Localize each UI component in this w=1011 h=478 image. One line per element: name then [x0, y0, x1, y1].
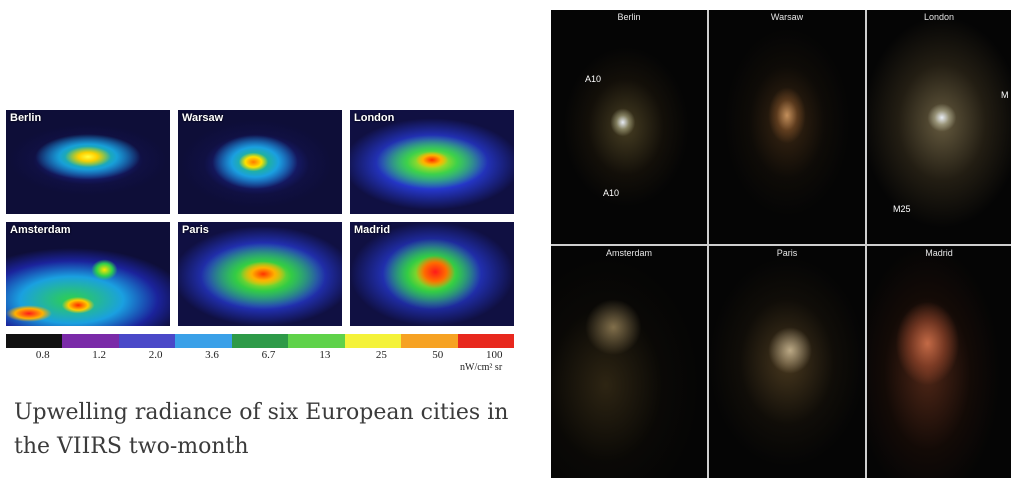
radiance-map: [350, 110, 514, 214]
radiance-map: [178, 110, 342, 214]
photo-london: London M25 M: [867, 10, 1011, 244]
photo-city-label: Amsterdam: [605, 248, 652, 258]
photo-city-label: Berlin: [617, 12, 641, 22]
colorbar-segment: [6, 334, 63, 348]
radiance-map: [6, 222, 170, 326]
viirs-cell-amsterdam: Amsterdam: [6, 222, 170, 326]
colorbar-tick-label: 3.6: [205, 349, 219, 361]
colorbar-tick-label: 50: [432, 349, 444, 361]
city-label: Berlin: [10, 112, 42, 124]
viirs-cell-warsaw: Warsaw: [178, 110, 342, 214]
colorbar-tick-label: 6.7: [261, 349, 276, 361]
city-lights: [709, 10, 865, 244]
viirs-cell-london: London: [350, 110, 514, 214]
viirs-cell-madrid: Madrid: [350, 222, 514, 326]
photo-city-label: London: [923, 12, 955, 22]
photo-city-label: Madrid: [925, 248, 953, 258]
photo-madrid: Madrid: [867, 246, 1011, 478]
photo-city-label: Paris: [776, 248, 798, 258]
figure-caption: Upwelling radiance of six European citie…: [14, 400, 509, 459]
city-label: Madrid: [354, 224, 391, 236]
grid-divider: [551, 244, 1011, 246]
city-label: Amsterdam: [10, 224, 71, 236]
photo-amsterdam: Amsterdam: [551, 246, 707, 478]
radiance-map: [350, 222, 514, 326]
colorbar-tick-label: 1.2: [92, 349, 106, 361]
city-lights: [867, 246, 1011, 478]
colorbar-segment: [62, 334, 119, 348]
photo-paris: Paris: [709, 246, 865, 478]
city-label: Warsaw: [182, 112, 224, 124]
colorbar-tick-label: 2.0: [148, 349, 163, 361]
road-label: A10: [603, 188, 620, 198]
colorbar-segment: [175, 334, 232, 348]
city-lights: [551, 246, 707, 478]
colorbar-ticks: 0.8 1.2 2.0 3.6 6.7 13 25 50 100: [6, 349, 514, 363]
radiance-map: [178, 222, 342, 326]
city-lights: [867, 10, 1011, 244]
colorbar-segment: [118, 334, 176, 348]
city-label: Paris: [182, 224, 209, 236]
city-lights: [551, 10, 707, 244]
night-photo-grid: Berlin A10 A10 Warsaw London M25 M Amste…: [551, 10, 1011, 478]
road-label: M: [1001, 90, 1009, 100]
colorbar-segment: [231, 334, 289, 348]
viirs-cell-berlin: Berlin: [6, 110, 170, 214]
viirs-cell-paris: Paris: [178, 222, 342, 326]
colorbar-segment: [457, 334, 514, 348]
viirs-radiance-grid: Berlin Warsaw London Amsterdam Paris Mad…: [6, 110, 516, 328]
colorbar-segment: [401, 334, 458, 348]
photo-berlin: Berlin A10 A10: [551, 10, 707, 244]
radiance-map: [6, 110, 170, 214]
photo-warsaw: Warsaw: [709, 10, 865, 244]
city-label: London: [354, 112, 395, 124]
colorbar-tick-label: 0.8: [35, 349, 50, 361]
city-lights: [709, 246, 865, 478]
road-label: M25: [893, 204, 911, 214]
colorbar-segment: [344, 334, 402, 348]
road-label: A10: [585, 74, 602, 84]
radiance-colorbar: [6, 334, 514, 348]
colorbar-tick-label: 100: [485, 349, 503, 361]
colorbar-tick-label: 25: [375, 349, 387, 361]
photo-city-label: Warsaw: [770, 12, 804, 22]
colorbar-tick-label: 13: [319, 349, 331, 361]
colorbar-unit: nW/cm² sr: [460, 362, 503, 373]
colorbar-segment: [288, 334, 345, 348]
